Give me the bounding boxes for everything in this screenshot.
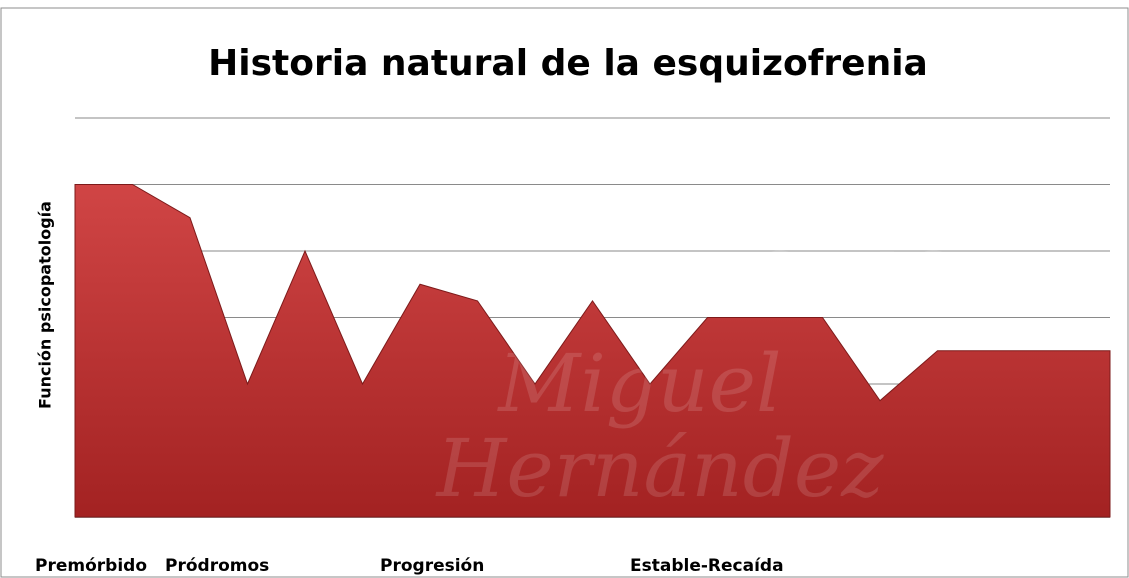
phase-label: Premórbido bbox=[35, 556, 147, 576]
chart-title: Historia natural de la esquizofrenia bbox=[208, 43, 928, 84]
phase-label: Estable-Recaída bbox=[630, 556, 784, 576]
watermark: Miguel bbox=[496, 337, 781, 430]
phase-label: Progresión bbox=[380, 556, 484, 576]
watermark: UNIVERSITAS bbox=[494, 239, 955, 312]
area bbox=[74, 184, 1111, 518]
y-axis-label: Función psicopatología bbox=[36, 201, 55, 409]
phase-label: Pródromos bbox=[165, 556, 269, 576]
watermark: Hernández bbox=[435, 422, 885, 515]
